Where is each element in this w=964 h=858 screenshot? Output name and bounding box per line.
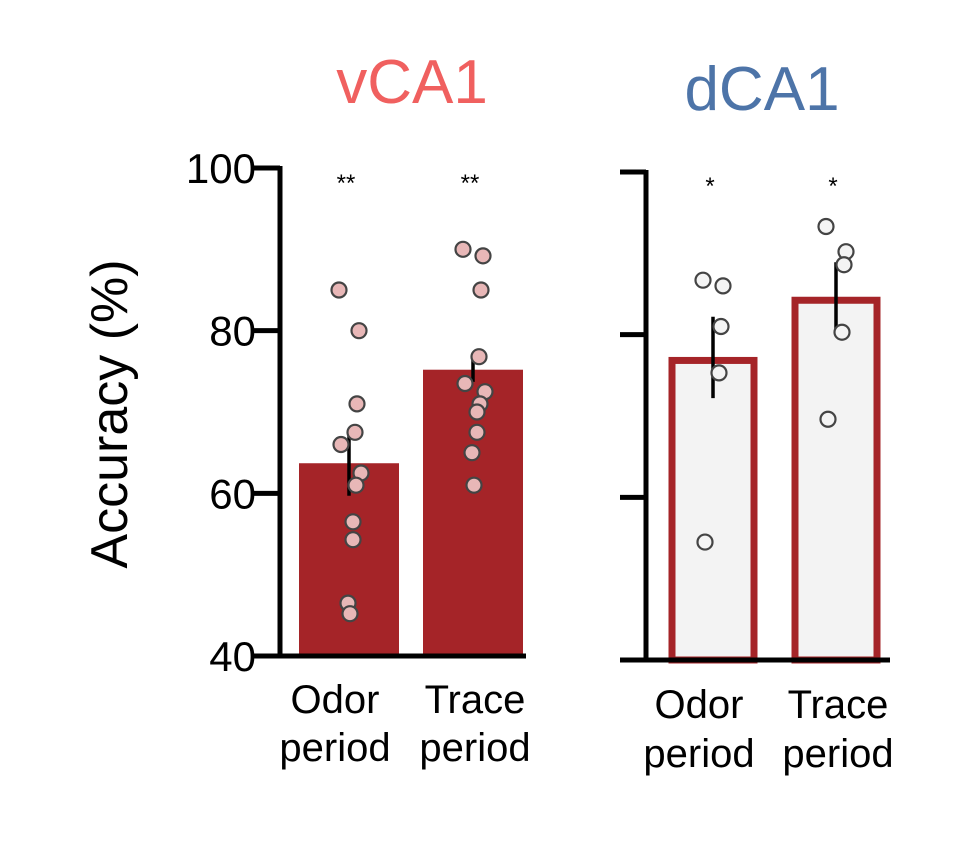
panel-2-point-2-4 <box>833 323 851 341</box>
panel-1-point-2-11 <box>465 476 483 494</box>
panel-2-category-2-line2: period <box>782 732 893 776</box>
panel-2-point-2-5 <box>819 410 837 428</box>
panel-1-point-2-10 <box>463 444 481 462</box>
panel-1-point-2-1 <box>454 240 472 258</box>
panel-1-significance-1: ** <box>337 170 356 197</box>
panel-2-category-2-line1: Trace <box>788 683 889 727</box>
panel-2-point-1-4 <box>710 364 728 382</box>
panel-1-point-2-2 <box>474 247 492 265</box>
panel-2-significance-1: * <box>705 173 714 200</box>
panel-1-point-2-4 <box>470 348 488 366</box>
panel-1-point-1-7 <box>347 476 365 494</box>
panel-2-category-1-line1: Odor <box>655 683 744 727</box>
panel-1-point-1-3 <box>348 395 366 413</box>
panel-1-significance-2: ** <box>461 170 480 197</box>
panel-1-title: vCA1 <box>336 48 488 117</box>
panel-1-point-2-3 <box>472 281 490 299</box>
panel-1-point-2-9 <box>468 423 486 441</box>
panel-2-bar-1 <box>668 356 758 664</box>
panel-1-point-1-9 <box>344 531 362 549</box>
panel-1-category-2-line1: Trace <box>425 678 526 722</box>
panel-1-point-1-11 <box>341 605 359 623</box>
panel-2-point-1-3 <box>712 317 730 336</box>
panel-1-y-tick-label-3: 60 <box>209 470 256 517</box>
panel-2-significance-2: * <box>828 173 837 200</box>
panel-1-category-1-line1: Odor <box>291 678 380 722</box>
panel-1-point-1-8 <box>344 513 362 531</box>
panel-2-point-2-3 <box>835 256 853 274</box>
panel-1-y-tick-label-2: 80 <box>209 308 256 355</box>
panel-2-title: dCA1 <box>684 55 839 124</box>
panel-1-category-2-line2: period <box>419 726 530 770</box>
panel-1-point-2-5 <box>456 374 474 393</box>
panel-2-point-1-1 <box>694 271 712 289</box>
panel-1-y-tick-label-1: 100 <box>186 145 256 192</box>
panel-1-point-1-2 <box>350 322 368 340</box>
panel-1-y-axis-label: Accuracy (%) <box>81 259 139 568</box>
panel-2-category-1-line2: period <box>643 732 754 776</box>
panel-1-point-1-4 <box>346 423 364 441</box>
panel-1-point-2-8 <box>468 403 486 421</box>
panel-2-bar-2 <box>791 296 881 664</box>
panel-1-category-1-line2: period <box>279 726 390 770</box>
panel-2-point-2-1 <box>817 217 835 236</box>
panel-2-point-1-5 <box>696 533 714 551</box>
panel-1-y-tick-label-4: 40 <box>209 633 256 680</box>
panel-2-point-1-2 <box>714 277 732 295</box>
panel-1-point-1-5 <box>332 435 350 454</box>
panel-1-point-1-1 <box>330 281 348 299</box>
